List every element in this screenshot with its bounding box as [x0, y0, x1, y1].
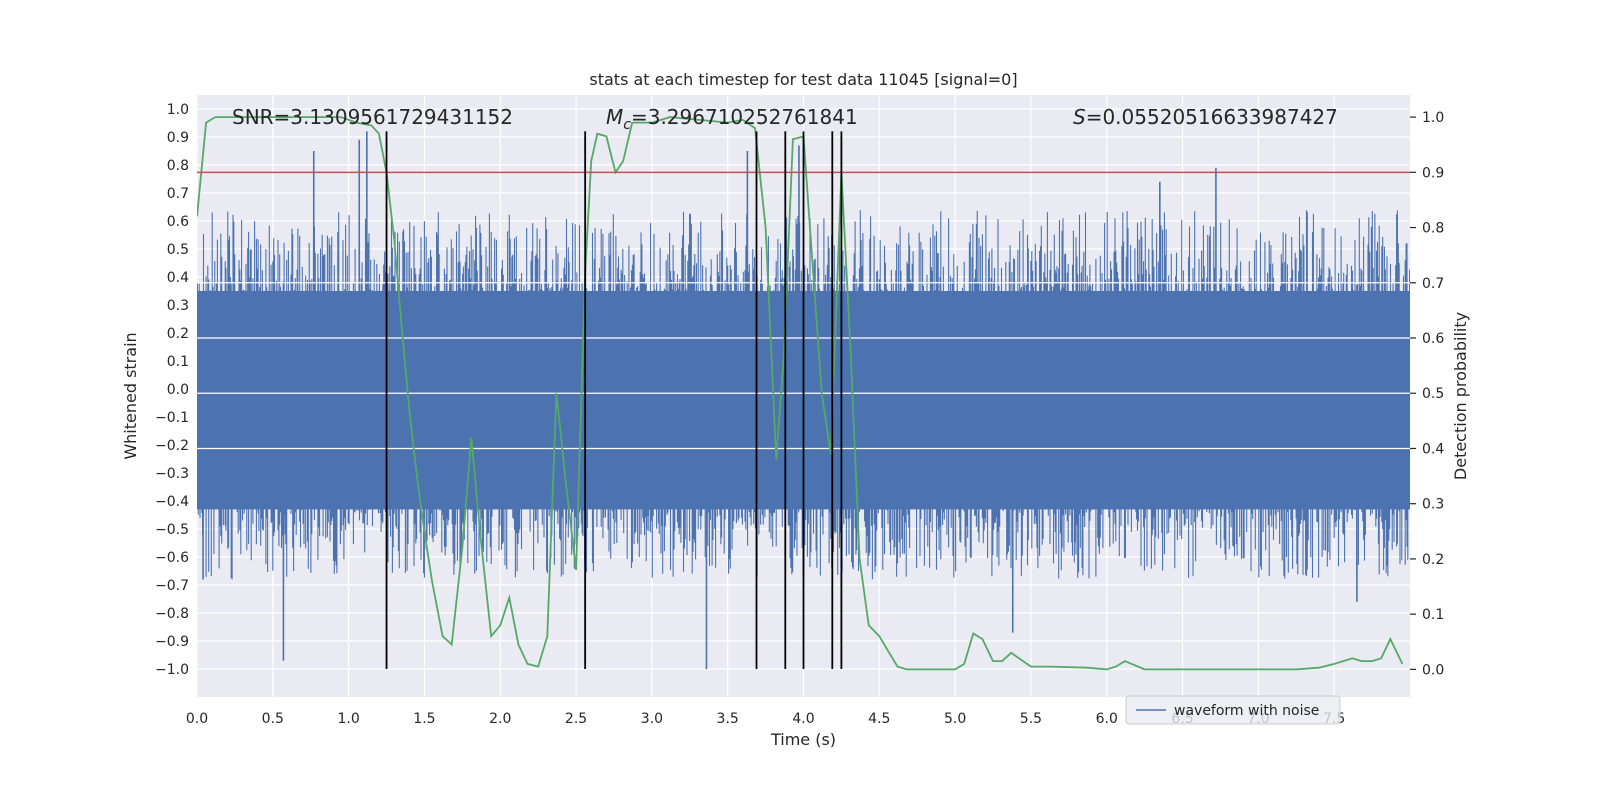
- y-tick-label: −0.4: [155, 494, 189, 510]
- waveform-line: [197, 210, 1410, 580]
- y2-tick-label: 0.6: [1422, 331, 1444, 347]
- y-tick-label: 0.6: [167, 214, 189, 230]
- right-axis: 1.0 0.9 0.8 0.7 0.6 0.5 0.4 0.3 0.2 0.1 0.0: [1410, 110, 1444, 678]
- y2-tick-label: 1.0: [1422, 110, 1444, 126]
- y2-tick-label: 0.9: [1422, 165, 1444, 181]
- y-tick-label: 0.0: [167, 382, 189, 398]
- y-tick-label: −0.1: [155, 410, 189, 426]
- y2-tick-label: 0.8: [1422, 221, 1444, 237]
- y2-tick-label: 0.7: [1422, 276, 1444, 292]
- x-tick-label: 1.0: [337, 711, 359, 727]
- s-symbol: S: [1073, 105, 1086, 129]
- x-tick-label: 3.0: [641, 711, 663, 727]
- mc-symbol: M: [606, 105, 623, 129]
- y-tick-label: −0.8: [155, 606, 189, 622]
- x-tick-label: 0.0: [186, 711, 208, 727]
- y-axis-label: Whitened strain: [121, 332, 140, 459]
- y-tick-label: 0.4: [167, 270, 189, 286]
- vertical-lines: [385, 131, 843, 669]
- mc-subscript: c: [623, 117, 631, 133]
- x-tick-label: 2.5: [565, 711, 587, 727]
- y2-tick-label: 0.4: [1422, 441, 1444, 457]
- left-axis: 1.0 0.9 0.8 0.7 0.6 0.5 0.4 0.3 0.2 0.1 0.0 −0.1 −0.…: [155, 102, 189, 678]
- x-tick-label: 1.5: [413, 711, 435, 727]
- x-tick-label: 4.5: [868, 711, 890, 727]
- legend: waveform with noise: [1125, 695, 1341, 725]
- s-value: =0.05520516633987427: [1086, 105, 1338, 129]
- x-tick-label: 5.0: [944, 711, 966, 727]
- y-tick-label: 1.0: [167, 102, 189, 118]
- y-tick-label: 0.3: [167, 298, 189, 314]
- legend-label: waveform with noise: [1174, 703, 1319, 719]
- x-tick-label: 0.5: [262, 711, 284, 727]
- y-tick-label: −0.5: [155, 522, 189, 538]
- y-tick-label: −0.9: [155, 634, 189, 650]
- y-tick-label: −0.3: [155, 466, 189, 482]
- y2-tick-label: 0.2: [1422, 552, 1444, 568]
- chart-title: stats at each timestep for test data 110…: [589, 70, 1017, 89]
- y-tick-label: 0.2: [167, 326, 189, 342]
- y-tick-label: 0.7: [167, 186, 189, 202]
- y2-tick-label: 0.5: [1422, 386, 1444, 402]
- y-tick-label: −0.6: [155, 550, 189, 566]
- y2-tick-label: 0.1: [1422, 607, 1444, 623]
- probability-series: [197, 116, 1404, 671]
- x-tick-label: 3.5: [717, 711, 739, 727]
- y-tick-label: 0.1: [167, 354, 189, 370]
- y-tick-label: −0.7: [155, 578, 189, 594]
- y-tick-label: 0.8: [167, 158, 189, 174]
- y-tick-label: 0.9: [167, 130, 189, 146]
- x-axis-label: Time (s): [770, 730, 836, 749]
- x-tick-label: 4.0: [792, 711, 814, 727]
- mc-value: =3.296710252761841: [631, 105, 858, 129]
- legend-box: [1125, 695, 1341, 725]
- x-tick-label: 5.5: [1020, 711, 1042, 727]
- y2-tick-label: 0.3: [1422, 497, 1444, 513]
- y2-axis-label: Detection probability: [1451, 312, 1470, 480]
- y2-tick-label: 0.0: [1422, 662, 1444, 678]
- x-tick-label: 6.0: [1096, 711, 1118, 727]
- probability-line: [197, 116, 1404, 671]
- y-tick-label: −1.0: [155, 662, 189, 678]
- y-tick-label: 0.5: [167, 242, 189, 258]
- snr-annotation: SNR=3.1309561729431152: [232, 105, 513, 129]
- chirp-mass-annotation: Mc=3.296710252761841: [606, 105, 858, 133]
- s-annotation: S=0.05520516633987427: [1073, 105, 1338, 129]
- x-tick-label: 2.0: [489, 711, 511, 727]
- y-tick-label: −0.2: [155, 438, 189, 454]
